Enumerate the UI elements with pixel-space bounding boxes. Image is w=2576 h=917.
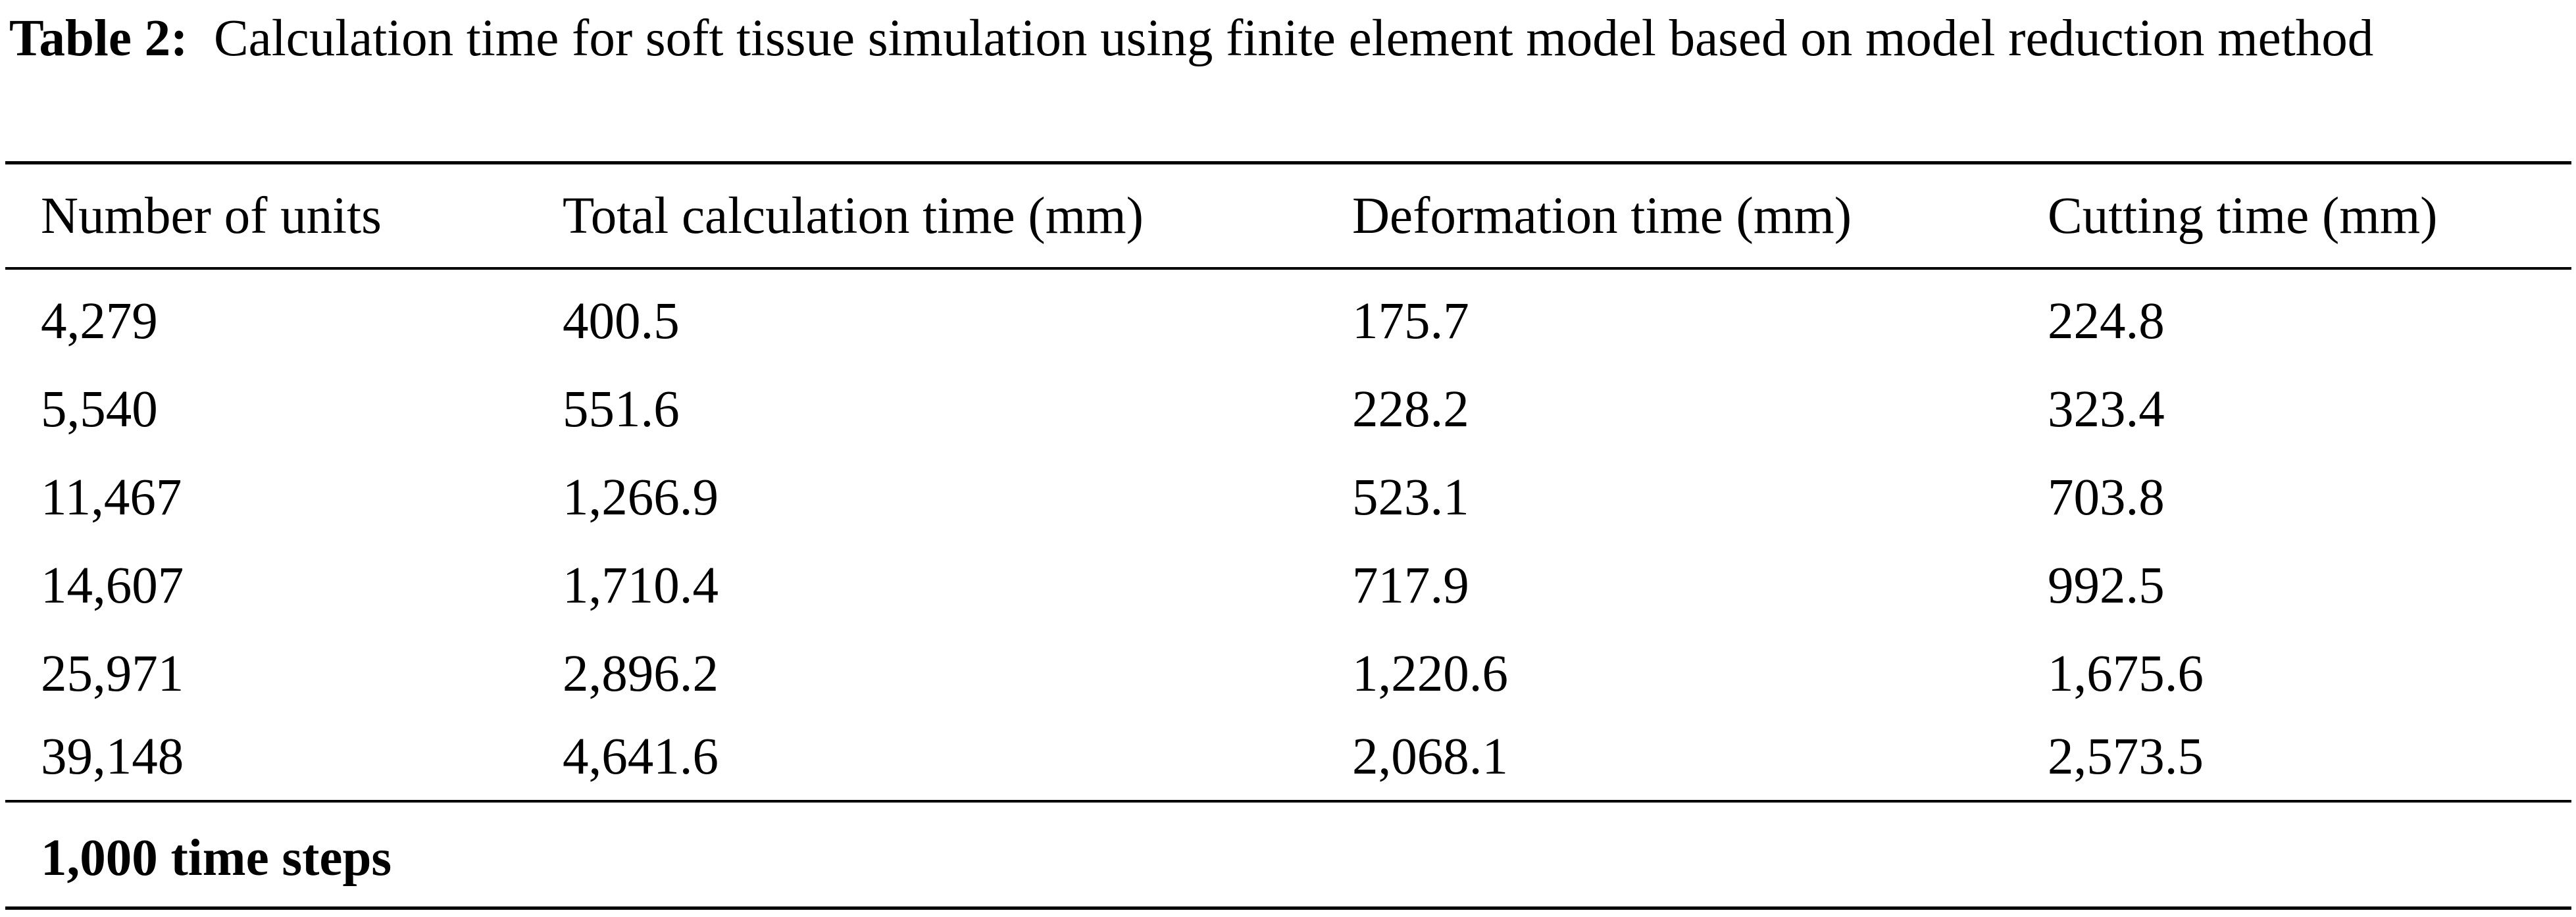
table-caption-label: Table 2:: [9, 10, 188, 67]
cell-number-of-units: 11,467: [41, 469, 182, 526]
cell-deformation-time: 175.7: [1352, 293, 1469, 350]
table-caption: Table 2: Calculation time for soft tissu…: [9, 3, 2569, 75]
table-header-rule: [5, 267, 2571, 270]
cell-cutting-time: 992.5: [2048, 557, 2165, 614]
header-deformation-time: Deformation time (mm): [1352, 187, 1852, 245]
table-row: 5,540 551.6 228.2 323.4: [0, 366, 2576, 454]
cell-total-calculation-time: 1,710.4: [563, 557, 719, 614]
cell-number-of-units: 5,540: [41, 381, 158, 438]
table-row: 25,971 2,896.2 1,220.6 1,675.6: [0, 630, 2576, 718]
cell-cutting-time: 224.8: [2048, 293, 2165, 350]
cell-cutting-time: 703.8: [2048, 469, 2165, 526]
header-total-calculation-time: Total calculation time (mm): [563, 187, 1144, 245]
table-header-row: Number of units Total calculation time (…: [0, 172, 2576, 260]
table-row: 4,279 400.5 175.7 224.8: [0, 278, 2576, 366]
cell-number-of-units: 14,607: [41, 557, 184, 614]
cell-total-calculation-time: 400.5: [563, 293, 680, 350]
cell-cutting-time: 1,675.6: [2048, 645, 2204, 703]
table-footer: 1,000 time steps: [41, 830, 392, 887]
header-number-of-units: Number of units: [41, 187, 382, 245]
table-caption-text: Calculation time for soft tissue simulat…: [213, 10, 2374, 67]
table-row: 39,148 4,641.6 2,068.1 2,573.5: [0, 713, 2576, 801]
cell-total-calculation-time: 2,896.2: [563, 645, 719, 703]
table-body-rule: [5, 800, 2571, 803]
table-bottom-rule: [5, 906, 2571, 910]
header-cutting-time: Cutting time (mm): [2048, 187, 2438, 245]
table-row: 14,607 1,710.4 717.9 992.5: [0, 542, 2576, 630]
table-top-rule: [5, 161, 2571, 164]
cell-cutting-time: 2,573.5: [2048, 728, 2204, 785]
cell-number-of-units: 25,971: [41, 645, 184, 703]
cell-number-of-units: 4,279: [41, 293, 158, 350]
cell-total-calculation-time: 1,266.9: [563, 469, 719, 526]
cell-deformation-time: 717.9: [1352, 557, 1469, 614]
cell-total-calculation-time: 4,641.6: [563, 728, 719, 785]
cell-deformation-time: 1,220.6: [1352, 645, 1508, 703]
cell-deformation-time: 2,068.1: [1352, 728, 1508, 785]
table-row: 11,467 1,266.9 523.1 703.8: [0, 454, 2576, 542]
cell-cutting-time: 323.4: [2048, 381, 2165, 438]
cell-deformation-time: 523.1: [1352, 469, 1469, 526]
cell-total-calculation-time: 551.6: [563, 381, 680, 438]
cell-number-of-units: 39,148: [41, 728, 184, 785]
cell-deformation-time: 228.2: [1352, 381, 1469, 438]
